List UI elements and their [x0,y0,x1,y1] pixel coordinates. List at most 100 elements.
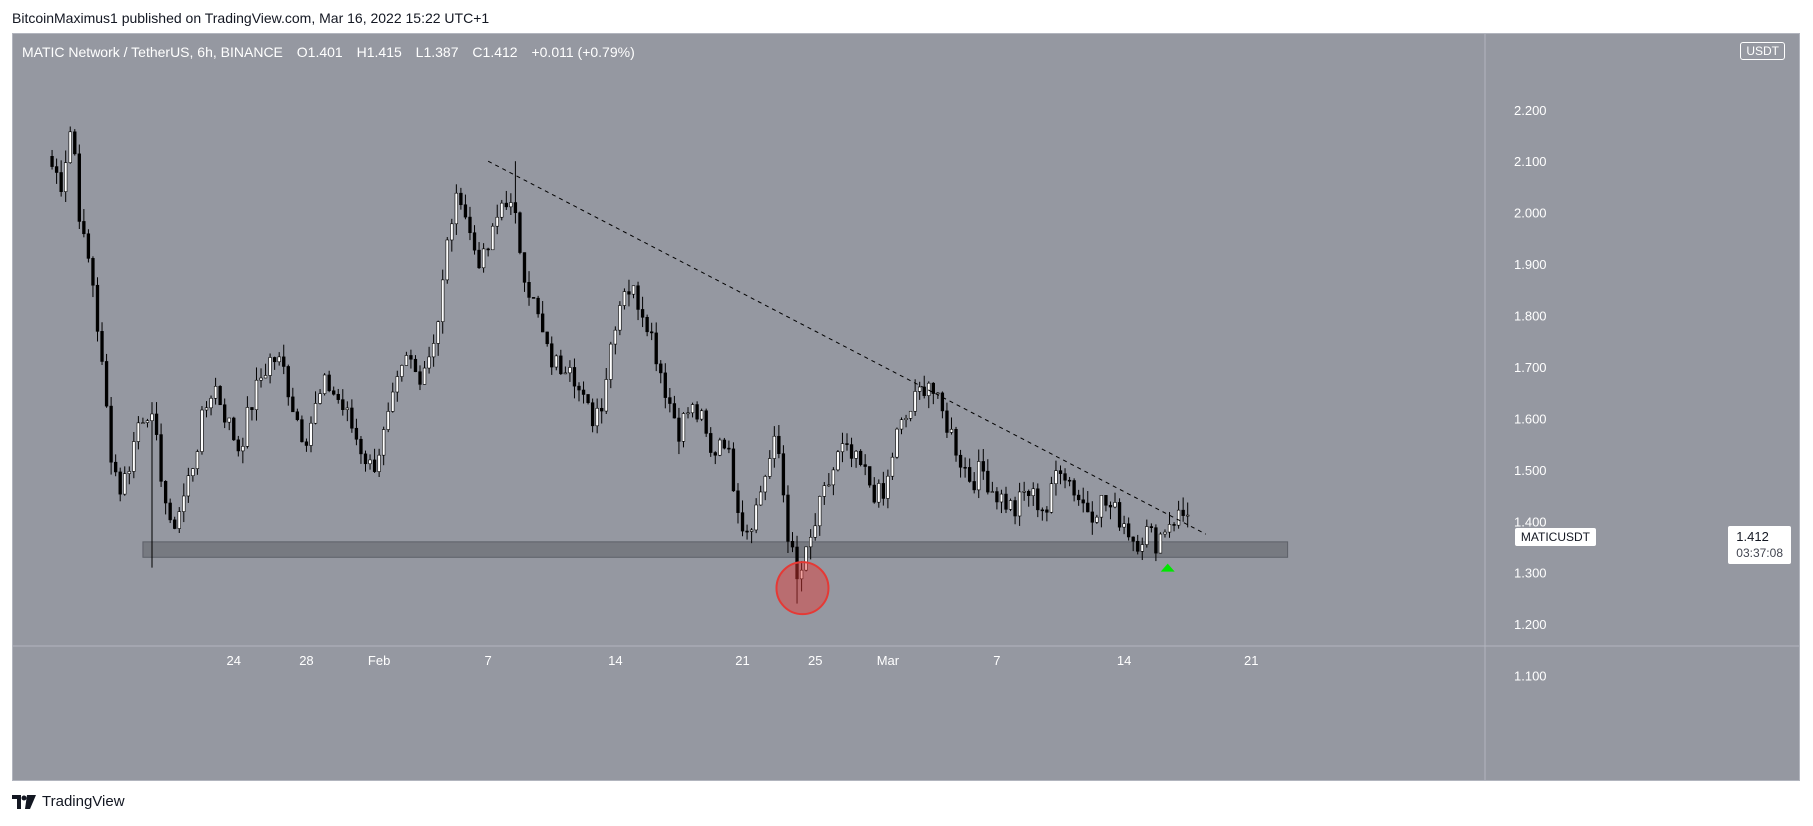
candle [863,454,867,476]
candle [500,199,504,221]
candle-body [277,356,281,363]
candle-body [922,386,926,396]
candle-body [613,329,617,345]
candle [168,498,172,524]
candle [477,242,481,269]
candle [749,528,754,544]
candle [690,402,695,418]
candle [600,398,604,424]
candle [754,498,758,534]
candle-body [404,355,409,366]
candle [627,279,631,307]
support-zone [142,541,1289,558]
candle-body [831,469,836,486]
candle [1081,487,1085,513]
chart-panel[interactable]: 2.200 2.100 2.000 1.900 1.800 1.700 1.600 1.500… [12,33,1800,781]
candle [145,418,150,428]
candle [868,466,872,488]
candle [931,382,935,405]
currency-badge[interactable]: USDT [1740,42,1785,60]
candle [413,355,418,373]
candle-body [877,483,881,503]
candle [890,452,895,480]
candle-body [1163,531,1167,535]
candle-body [450,223,454,241]
price-chart[interactable]: 2.200 2.100 2.000 1.900 1.800 1.700 1.600 1.500… [13,34,1800,781]
price-tick-label: 1.200 [1514,617,1547,632]
candle [1040,507,1044,521]
candle-body [318,393,322,404]
candle [1049,476,1054,514]
candle-body [790,541,795,548]
candle-body [1176,509,1181,526]
candle-body [863,464,867,467]
candle-body [327,374,331,392]
candle-body [309,422,313,446]
candle [936,392,940,399]
candle [118,467,122,502]
candle-body [431,343,436,358]
candle [1158,532,1163,554]
candle [177,507,181,534]
candle-body [254,379,259,410]
candle [236,435,240,457]
candle [368,454,372,470]
candle-body [709,433,713,453]
candle [686,407,690,419]
candle-body [113,461,118,473]
candle-body [936,392,940,395]
candle-body [232,417,236,441]
candle [1172,522,1176,532]
candle [572,358,577,399]
candle [513,161,518,224]
candle-body [154,413,159,435]
candle [54,158,59,184]
candle [854,450,858,468]
candle-body [809,536,813,548]
candle [972,472,976,494]
candle-body [491,225,495,251]
candle [336,388,340,404]
candle [286,364,290,406]
candle [918,381,922,400]
candle [799,561,804,592]
price-tick-label: 2.200 [1514,103,1547,118]
candle-body [999,493,1004,503]
candle-body [363,453,368,465]
candle-body [590,402,595,427]
candle [1017,482,1022,526]
candle [250,407,254,421]
price-tick-label: 1.700 [1514,360,1547,375]
candle-body [545,331,549,345]
candle-body [236,439,240,452]
candle-body [718,439,722,456]
candle [173,516,177,530]
candle [91,256,95,298]
candle [927,381,931,409]
candle-body [990,491,995,493]
candle-body [1013,500,1017,517]
candle [300,415,304,443]
candle-body [690,404,695,414]
candle [372,448,377,473]
candle [359,436,363,464]
candle-body [799,569,804,580]
candle [1086,491,1090,513]
candle [809,529,813,560]
candle-body [86,233,91,259]
candle [563,366,568,375]
candle [963,457,967,478]
candle [163,480,168,515]
candle [318,389,322,405]
candle [827,473,831,487]
candle [622,288,627,310]
candle [1154,524,1158,562]
candle-body [536,297,540,315]
candle [881,471,886,506]
candle [1108,501,1113,520]
candle [481,243,486,273]
candle-body [441,279,445,322]
footer-brand[interactable]: TradingView [12,793,125,810]
candle-body [182,495,186,512]
candle [1063,468,1067,489]
